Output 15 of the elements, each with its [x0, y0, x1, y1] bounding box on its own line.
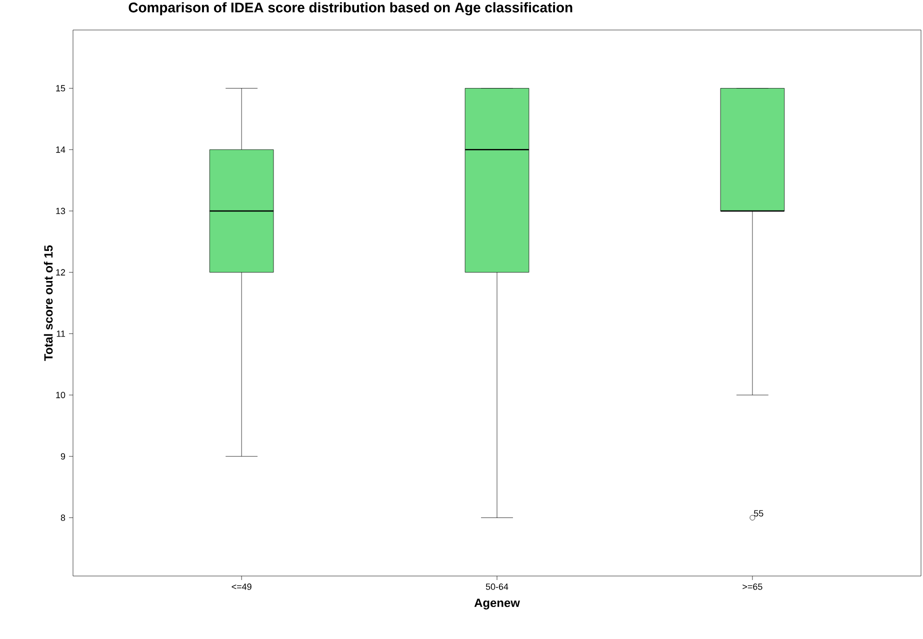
x-tick-label: >=65	[742, 584, 762, 590]
y-tick-label: 10	[56, 392, 66, 398]
x-tick-label: 50-64	[486, 584, 508, 590]
y-tick-label: 12	[56, 269, 66, 276]
y-tick-label: 13	[56, 208, 66, 214]
y-tick-label: 15	[56, 85, 66, 92]
y-tick-label: 11	[56, 330, 66, 337]
x-axis-title: Agenew	[474, 598, 520, 610]
y-axis-title: Total score out of 15	[44, 245, 53, 361]
y-tick-label: 9	[60, 453, 66, 460]
y-tick-label: 8	[60, 514, 66, 521]
y-tick-label: 14	[56, 146, 66, 153]
annotation: 55	[754, 510, 764, 517]
x-tick-label: <=49	[232, 584, 252, 590]
chart-title: Comparison of IDEA score distribution based on Age classification	[128, 2, 572, 16]
